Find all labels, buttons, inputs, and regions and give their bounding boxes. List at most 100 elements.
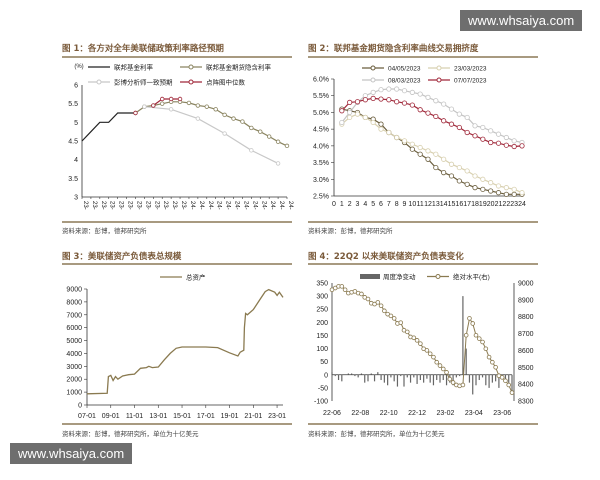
- bar: [341, 374, 343, 382]
- series-point-1: [441, 156, 447, 162]
- x-tick-label: 22-08: [351, 410, 369, 417]
- series-point-3: [433, 113, 439, 120]
- x-tick-label: 23-: [91, 201, 97, 210]
- x-tick-label: 24-: [278, 201, 284, 210]
- series-point-0: [441, 170, 447, 176]
- x-tick-label: 23-06: [493, 410, 511, 417]
- x-tick-label: 23-04: [465, 410, 483, 417]
- bar: [396, 374, 399, 387]
- y-tick-label: 5.5%: [313, 93, 329, 100]
- level-point: [339, 284, 345, 289]
- level-point: [365, 296, 371, 302]
- bar: [393, 374, 395, 382]
- level-point: [460, 382, 466, 388]
- x-tick-label: 22-10: [380, 410, 398, 417]
- x-tick-label: 1: [340, 201, 344, 208]
- bar: [390, 374, 392, 378]
- series-point-1: [195, 103, 201, 108]
- level-point: [388, 313, 394, 319]
- x-tick-label: 3: [356, 201, 360, 208]
- divider: [308, 56, 538, 58]
- series-point-1: [240, 119, 245, 124]
- bar: [357, 374, 359, 378]
- x-tick-label: 5: [371, 201, 375, 208]
- series-point-0: [472, 185, 478, 191]
- series-point-1: [213, 107, 218, 112]
- figure2-source: 资料来源：彭博，德邦研究所: [308, 227, 393, 235]
- y-tick-label: 7000: [66, 312, 82, 319]
- legend-total-assets-label: 总资产: [186, 273, 206, 282]
- legend-3-label: 07/07/2023: [454, 78, 487, 85]
- bar: [455, 374, 457, 378]
- divider: [62, 221, 292, 223]
- x-tick-label: 19: [479, 201, 487, 208]
- x-tick-label: 24-: [251, 201, 257, 210]
- bar: [406, 374, 408, 378]
- bar: [370, 373, 372, 375]
- x-tick-label: 23-: [162, 201, 168, 210]
- level-point: [470, 321, 476, 326]
- x-tick-label: 2: [348, 201, 352, 208]
- series-point-1: [186, 100, 192, 106]
- level-point: [486, 354, 492, 360]
- series-point-3: [417, 107, 423, 113]
- bar: [351, 373, 353, 375]
- y-tick-label: 9000: [66, 287, 82, 294]
- series-point-0: [409, 146, 415, 152]
- divider: [308, 221, 538, 223]
- level-point: [467, 316, 472, 321]
- series-point-1: [448, 161, 455, 167]
- y-tick-label: 200: [316, 320, 328, 327]
- y-tick-label: 100: [316, 346, 328, 353]
- series-point-3: [409, 102, 415, 108]
- x-tick-label: 0: [332, 201, 336, 208]
- level-line: [331, 285, 513, 393]
- y-tick-label: 6000: [66, 325, 82, 332]
- level-point: [444, 370, 449, 375]
- x-tick-label: 22-06: [323, 410, 341, 417]
- series-point-1: [464, 168, 470, 174]
- bar: [485, 374, 487, 386]
- level-point: [411, 335, 417, 341]
- bar: [400, 374, 402, 377]
- x-tick-label: 23-: [153, 201, 159, 210]
- level-point: [398, 320, 404, 325]
- series-point-3: [503, 142, 509, 148]
- series-point-3: [448, 121, 455, 127]
- level-point: [490, 359, 495, 365]
- series-point-3: [519, 143, 525, 149]
- bar: [354, 374, 356, 377]
- bar: [360, 373, 363, 375]
- x-tick-label: 15: [448, 201, 456, 208]
- series-line-0: [81, 112, 136, 142]
- bar: [478, 374, 480, 381]
- level-point: [440, 366, 446, 372]
- series-point-2: [425, 94, 431, 100]
- y-tick-label: 0: [78, 403, 82, 410]
- series-point-1: [249, 125, 254, 131]
- series-point-3: [347, 99, 353, 106]
- series-point-0: [503, 191, 509, 197]
- figure1-source: 资料来源：彭博，德邦研究所: [62, 227, 147, 235]
- x-tick-label: 13-01: [149, 413, 167, 420]
- x-tick-label: 21-01: [244, 413, 262, 420]
- series-point-3: [456, 124, 462, 131]
- bar: [439, 374, 441, 383]
- legend-2-marker: [370, 77, 376, 83]
- series-point-0: [495, 190, 502, 196]
- x-tick-label: 09-01: [102, 413, 120, 420]
- y-tick-label: 5.0%: [313, 110, 329, 117]
- x-tick-label: 4: [363, 201, 367, 208]
- x-tick-label: 24-: [189, 201, 195, 210]
- level-point: [476, 336, 482, 341]
- level-point: [493, 364, 498, 370]
- series-point-0: [433, 164, 439, 171]
- figure2-title: 图 2：联邦基金期货隐含利率曲线交易拥挤度: [308, 44, 479, 54]
- y2-tick-label: 8400: [518, 382, 534, 389]
- series-point-3: [362, 97, 368, 103]
- legend-level-label: 绝对水平(右): [453, 272, 490, 281]
- series-point-1: [275, 139, 281, 144]
- y-tick-label: 4000: [66, 351, 82, 358]
- x-tick-label: 16: [455, 201, 463, 208]
